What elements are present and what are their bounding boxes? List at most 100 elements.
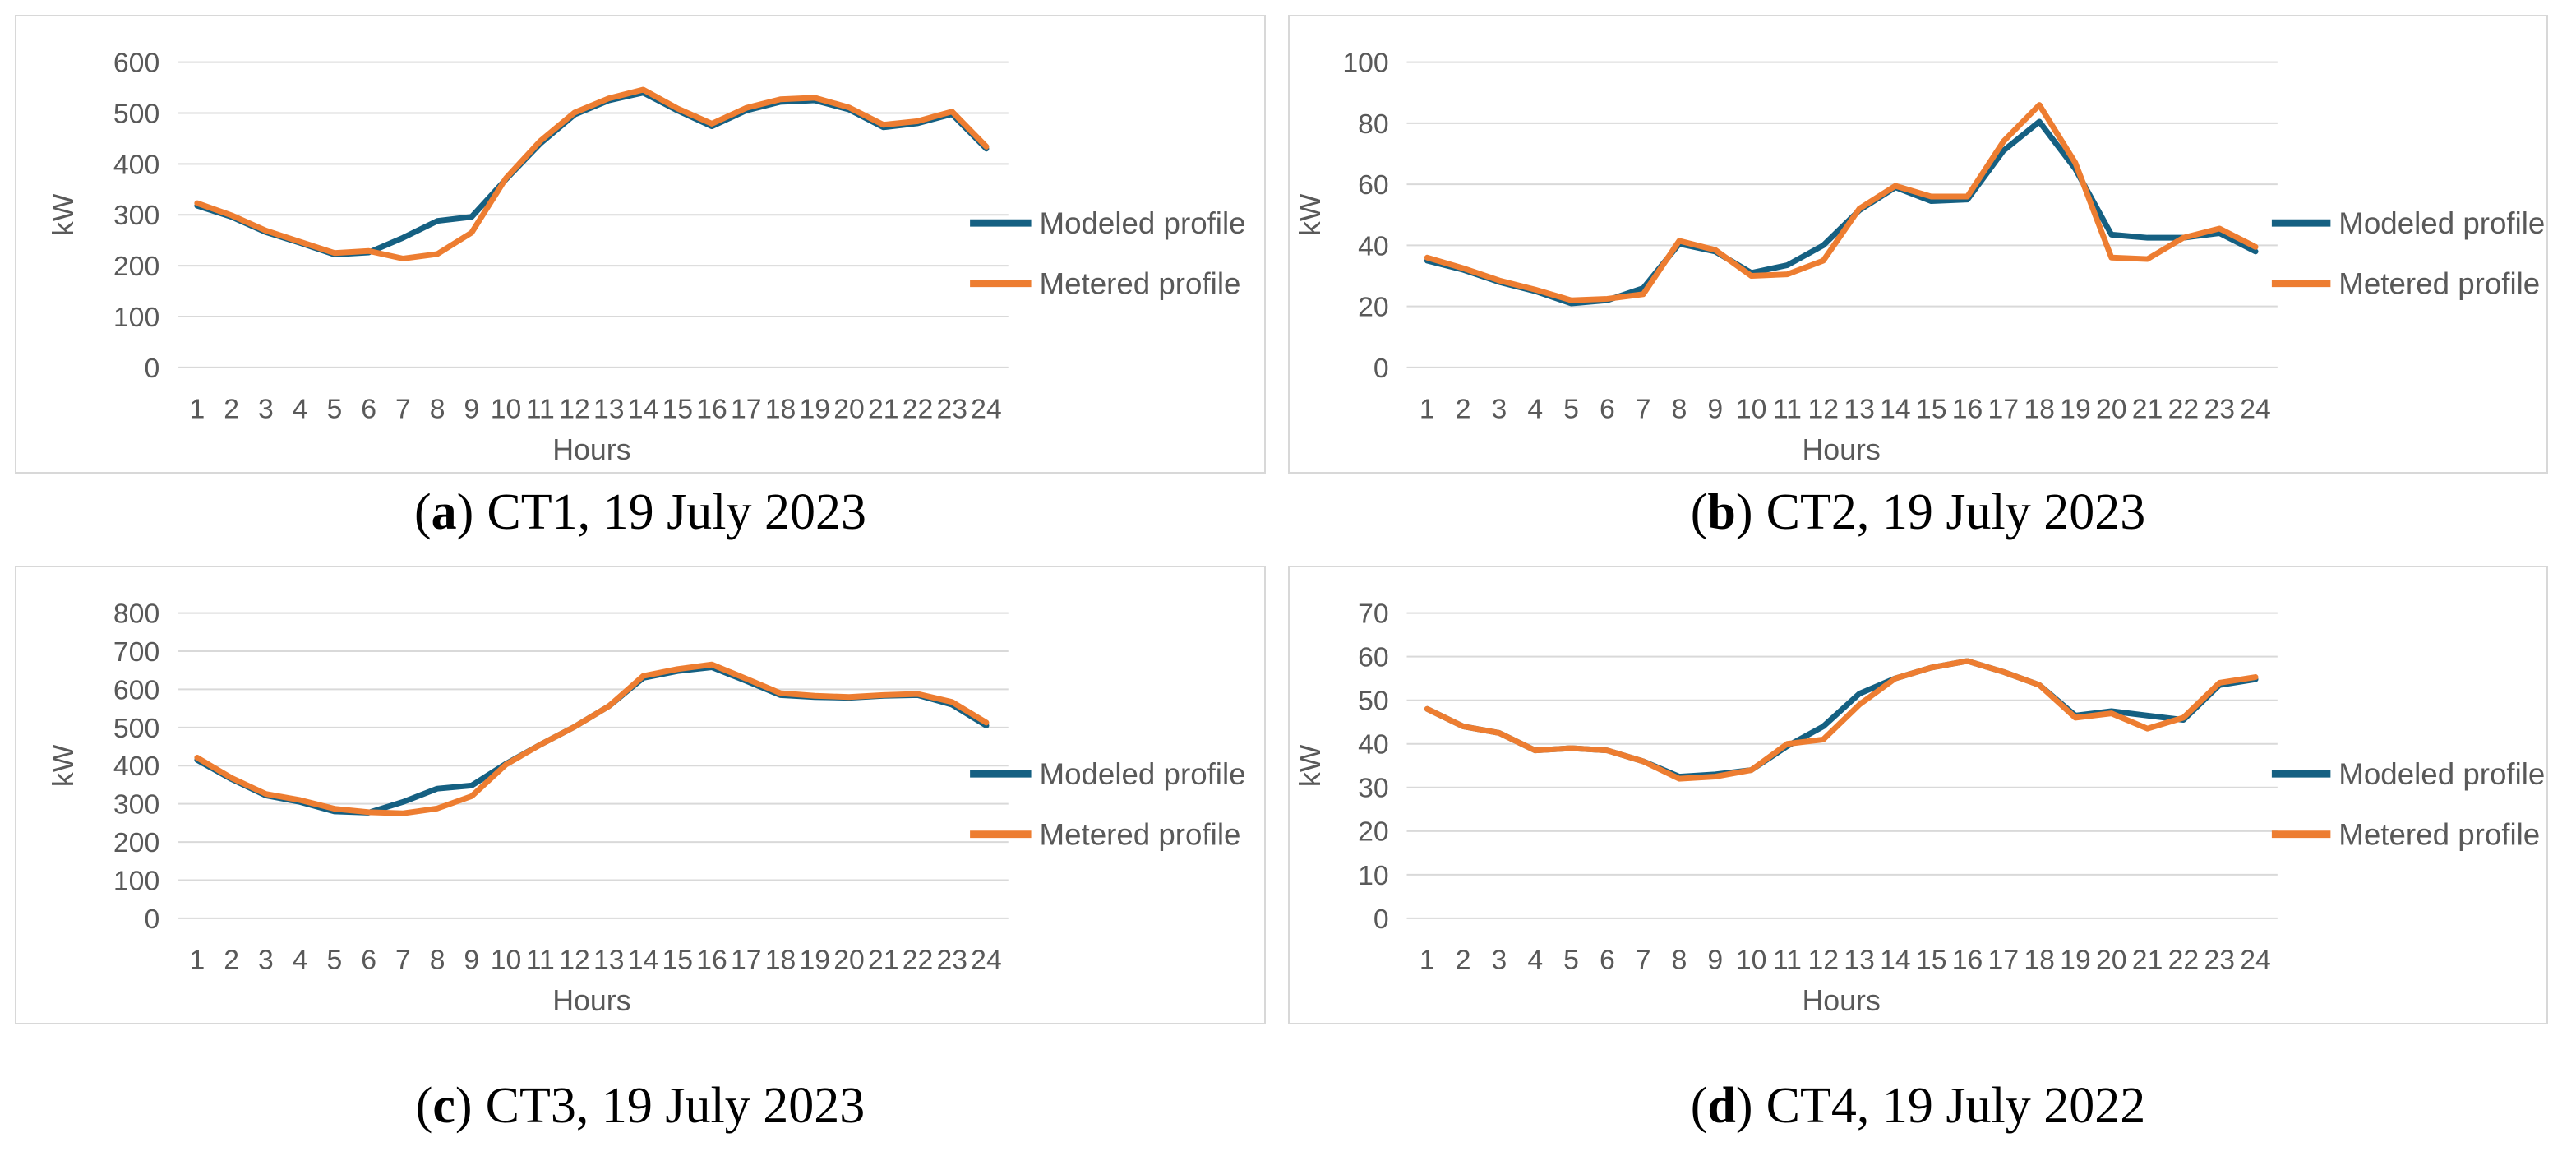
x-tick-label: 13: [1844, 393, 1875, 424]
y-tick-label: 200: [113, 827, 159, 858]
caption-letter: b: [1707, 484, 1736, 540]
caption-ct2: (b) CT2, 19 July 2023: [1288, 483, 2548, 542]
x-tick-label: 4: [293, 393, 308, 424]
y-tick-label: 50: [1358, 686, 1389, 717]
y-tick-label: 100: [113, 865, 159, 896]
x-tick-label: 7: [395, 393, 411, 424]
x-tick-label: 12: [1807, 393, 1839, 424]
x-tick-label: 18: [2024, 944, 2055, 975]
x-tick-label: 16: [696, 393, 727, 424]
x-tick-label: 5: [326, 393, 342, 424]
y-tick-label: 300: [113, 200, 159, 231]
y-tick-label: 60: [1358, 169, 1389, 201]
x-tick-label: 9: [464, 944, 479, 975]
y-tick-label: 60: [1358, 642, 1389, 673]
y-tick-label: 400: [113, 149, 159, 180]
x-tick-label: 5: [1563, 944, 1579, 975]
x-tick-label: 4: [1527, 944, 1543, 975]
x-tick-label: 19: [799, 944, 830, 975]
x-axis-title: Hours: [1803, 433, 1881, 466]
y-tick-label: 300: [113, 789, 159, 821]
y-tick-label: 0: [144, 904, 159, 935]
x-tick-label: 10: [1736, 944, 1767, 975]
x-tick-label: 13: [593, 944, 625, 975]
x-tick-label: 9: [1707, 393, 1723, 424]
caption-text: CT3, 19 July 2023: [485, 1078, 866, 1134]
x-tick-label: 8: [1672, 944, 1687, 975]
x-tick-label: 18: [765, 944, 796, 975]
x-tick-label: 7: [1636, 944, 1651, 975]
x-tick-label: 8: [430, 944, 445, 975]
x-tick-label: 18: [2024, 393, 2055, 424]
x-tick-label: 5: [1563, 393, 1579, 424]
chart-panel-ct1: 0 100 200 300 400 500 600 kW 1 2 3 4 5 6 7 8 9 10 11 12 13 14…: [15, 15, 1266, 474]
x-tick-label: 21: [2132, 393, 2163, 424]
x-tick-label: 4: [1527, 393, 1543, 424]
x-tick-label: 8: [1672, 393, 1687, 424]
y-tick-label: 0: [144, 353, 159, 384]
caption-paren-open: (: [1690, 484, 1708, 540]
x-tick-label: 23: [936, 393, 967, 424]
x-tick-label: 1: [190, 393, 205, 424]
y-axis-title: kW: [47, 744, 80, 787]
caption-paren-close: ): [1735, 1078, 1753, 1134]
x-tick-label: 9: [464, 393, 479, 424]
metered-profile-line: [1424, 658, 2259, 782]
legend-metered-label: Metered profile: [1039, 818, 1240, 852]
y-tick-label: 800: [113, 599, 159, 630]
x-tick-label: 24: [2240, 393, 2271, 424]
x-tick-label: 19: [799, 393, 830, 424]
caption-letter: d: [1707, 1078, 1736, 1134]
x-tick-label: 15: [1916, 393, 1947, 424]
y-tick-label: 100: [1342, 48, 1388, 79]
x-tick-label: 24: [2240, 944, 2271, 975]
y-tick-label: 20: [1358, 816, 1389, 848]
x-tick-label: 20: [833, 944, 865, 975]
x-tick-label: 14: [628, 944, 659, 975]
x-tick-label: 4: [293, 944, 308, 975]
x-tick-label: 2: [1456, 393, 1471, 424]
caption-text: CT2, 19 July 2023: [1766, 484, 2146, 540]
caption-paren-close: ): [455, 1078, 473, 1134]
x-tick-label: 17: [1988, 393, 2020, 424]
x-tick-label: 21: [868, 393, 899, 424]
legend-modeled-label: Modeled profile: [1039, 206, 1245, 240]
x-tick-label: 15: [1916, 944, 1947, 975]
chart-panel-ct3: 0 100 200 300 400 500 600 700 800 kW 1 2 3 4 5 6 7 8 9 10 11…: [15, 566, 1266, 1024]
x-axis-title: Hours: [552, 984, 630, 1017]
y-tick-label: 10: [1358, 860, 1389, 891]
x-tick-label: 23: [936, 944, 967, 975]
x-tick-label: 22: [2168, 393, 2200, 424]
metered-profile-line: [194, 661, 990, 816]
x-axis-title: Hours: [552, 433, 630, 466]
caption-ct1: (a) CT1, 19 July 2023: [15, 483, 1266, 542]
caption-paren-open: (: [415, 1078, 433, 1134]
x-tick-label: 19: [2060, 393, 2091, 424]
caption-letter: c: [432, 1078, 455, 1134]
x-tick-label: 23: [2204, 944, 2235, 975]
y-tick-label: 30: [1358, 773, 1389, 804]
x-tick-label: 1: [1420, 393, 1435, 424]
x-tick-label: 9: [1707, 944, 1723, 975]
y-axis-title: kW: [47, 193, 80, 236]
x-tick-label: 20: [833, 393, 865, 424]
legend-modeled-label: Modeled profile: [2338, 206, 2545, 240]
x-tick-label: 2: [1456, 944, 1471, 975]
x-tick-label: 20: [2096, 944, 2127, 975]
x-tick-label: 21: [2132, 944, 2163, 975]
y-tick-label: 80: [1358, 109, 1389, 140]
x-tick-label: 12: [559, 393, 590, 424]
legend-metered-label: Metered profile: [2338, 267, 2540, 301]
x-tick-label: 13: [1844, 944, 1875, 975]
y-tick-label: 500: [113, 713, 159, 744]
y-tick-label: 40: [1358, 729, 1389, 761]
y-tick-label: 600: [113, 48, 159, 79]
x-tick-label: 7: [395, 944, 411, 975]
x-tick-label: 22: [903, 393, 934, 424]
x-tick-label: 14: [628, 393, 659, 424]
legend-metered-label: Metered profile: [2338, 818, 2540, 852]
caption-paren-close: ): [1735, 484, 1753, 540]
x-tick-label: 17: [1988, 944, 2020, 975]
x-tick-label: 24: [971, 944, 1002, 975]
